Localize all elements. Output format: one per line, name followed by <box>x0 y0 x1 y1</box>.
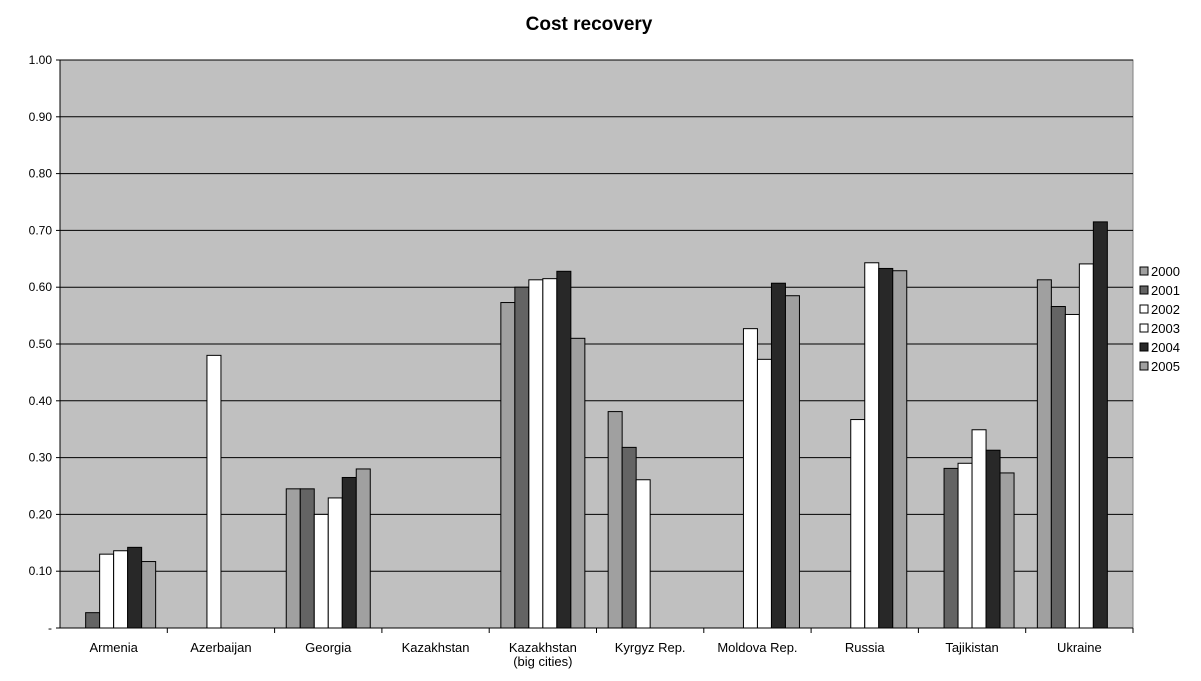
x-tick-label: Azerbaijan <box>190 640 251 655</box>
bar-2003 <box>328 498 342 628</box>
y-tick-label: 1.00 <box>29 53 53 67</box>
x-tick-label: Georgia <box>305 640 352 655</box>
x-tick-label: Ukraine <box>1057 640 1102 655</box>
bar-2002 <box>207 355 221 628</box>
bar-2005 <box>1000 473 1014 628</box>
bar-2002 <box>636 480 650 628</box>
bar-2005 <box>142 562 156 628</box>
bar-2003 <box>865 263 879 628</box>
bar-2002 <box>1065 314 1079 628</box>
bar-2003 <box>757 359 771 628</box>
bar-2000 <box>501 303 515 628</box>
bar-2001 <box>300 489 314 628</box>
bar-2003 <box>543 279 557 628</box>
bar-2004 <box>342 477 356 628</box>
bar-2003 <box>1079 264 1093 628</box>
bar-2005 <box>893 271 907 628</box>
y-tick-label: 0.20 <box>29 507 53 521</box>
legend-swatch <box>1140 324 1148 332</box>
legend-label: 2002 <box>1151 302 1180 317</box>
bar-2002 <box>100 554 114 628</box>
bar-2000 <box>1037 280 1051 628</box>
legend-label: 2000 <box>1151 264 1180 279</box>
y-tick-label: 0.30 <box>29 451 53 465</box>
y-tick-label: 0.60 <box>29 280 53 294</box>
x-tick-label: Kazakhstan <box>402 640 470 655</box>
legend-swatch <box>1140 362 1148 370</box>
legend-label: 2004 <box>1151 340 1180 355</box>
chart-title: Cost recovery <box>526 14 653 35</box>
y-tick-label: 0.70 <box>29 223 53 237</box>
bar-2004 <box>771 283 785 628</box>
x-tick-label: Russia <box>845 640 886 655</box>
bar-2002 <box>958 463 972 628</box>
bar-2001 <box>1051 307 1065 628</box>
legend-swatch <box>1140 267 1148 275</box>
bar-2004 <box>879 268 893 628</box>
x-tick-label: Armenia <box>89 640 138 655</box>
bar-2004 <box>557 271 571 628</box>
bar-2005 <box>571 338 585 628</box>
bar-2002 <box>851 420 865 628</box>
y-tick-label: - <box>48 621 52 635</box>
legend-swatch <box>1140 343 1148 351</box>
y-tick-label: 0.90 <box>29 110 53 124</box>
y-tick-label: 0.50 <box>29 337 53 351</box>
bar-2003 <box>114 551 128 628</box>
legend-swatch <box>1140 286 1148 294</box>
bar-2002 <box>743 329 757 628</box>
bar-2002 <box>314 514 328 628</box>
x-tick-label: Kyrgyz Rep. <box>615 640 686 655</box>
bar-2001 <box>515 287 529 628</box>
legend-label: 2005 <box>1151 359 1180 374</box>
bar-2001 <box>622 447 636 628</box>
legend-label: 2003 <box>1151 321 1180 336</box>
bar-2002 <box>529 280 543 628</box>
x-tick-label: Moldova Rep. <box>717 640 797 655</box>
bar-2000 <box>608 412 622 628</box>
bar-2001 <box>86 613 100 628</box>
y-tick-label: 0.40 <box>29 394 53 408</box>
bar-2004 <box>128 547 142 628</box>
bar-2003 <box>972 430 986 628</box>
legend-label: 2001 <box>1151 283 1180 298</box>
bar-2005 <box>356 469 370 628</box>
legend-swatch <box>1140 305 1148 313</box>
x-tick-label: Tajikistan <box>945 640 998 655</box>
bar-2001 <box>944 468 958 628</box>
x-tick-label: Kazakhstan (big cities) <box>509 640 577 669</box>
bar-2000 <box>286 489 300 628</box>
bar-2004 <box>1093 222 1107 628</box>
bar-2005 <box>785 296 799 628</box>
bar-2004 <box>986 450 1000 628</box>
y-tick-label: 0.80 <box>29 167 53 181</box>
y-tick-label: 0.10 <box>29 564 53 578</box>
